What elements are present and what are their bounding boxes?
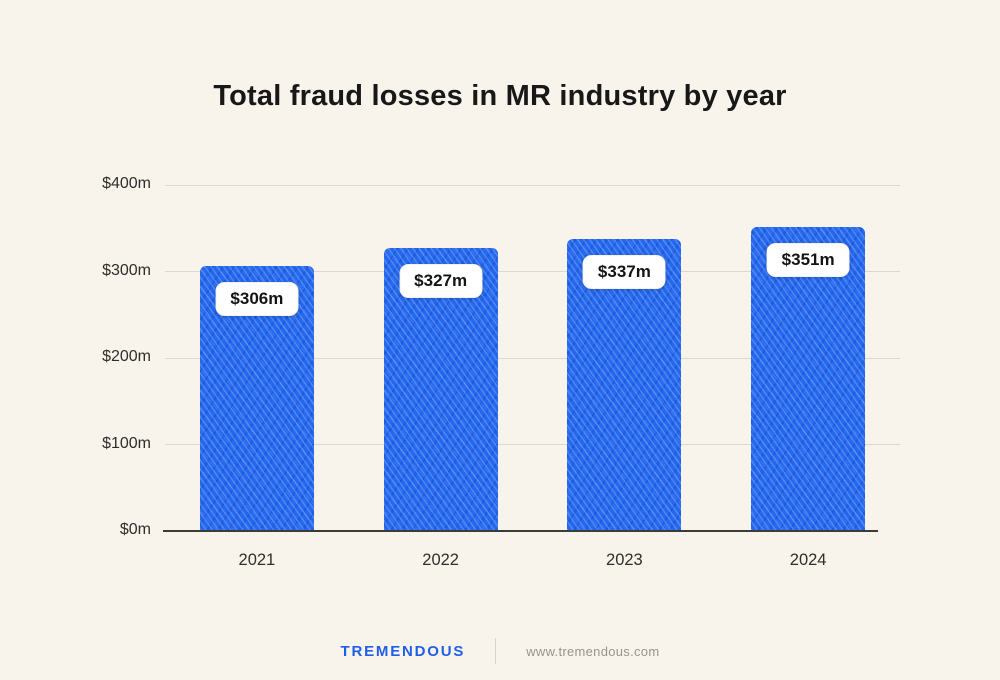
y-tick-label: $0m (119, 521, 151, 538)
y-tick-label: $100m (102, 434, 151, 452)
value-label-2024: $351m (766, 243, 850, 278)
x-tick-label-2024: 2024 (789, 551, 827, 569)
value-label-2021: $306m (215, 282, 299, 317)
x-axis-line (163, 530, 878, 532)
x-tick-label-2023: 2023 (606, 551, 643, 569)
y-tick-label: $300m (102, 261, 151, 279)
bar-2022: $327m (383, 248, 498, 531)
footer: TREMENDOUS www.tremendous.com (0, 638, 1000, 664)
x-tick-label-2021: 2021 (238, 551, 276, 569)
footer-divider (495, 638, 497, 664)
gridline-$200m (165, 357, 900, 359)
y-tick-label: $400m (102, 175, 151, 192)
chart-title: Total fraud losses in MR industry by yea… (213, 80, 787, 112)
gridline-$300m (165, 271, 900, 272)
value-label-2023: $337m (582, 255, 666, 290)
footer-url: www.tremendous.com (526, 643, 660, 659)
value-label-2022: $327m (399, 264, 483, 299)
bar-2021: $306m (199, 266, 314, 531)
gridline-$400m (165, 184, 900, 186)
gridline-$100m (165, 444, 900, 445)
y-tick-label: $200m (102, 348, 151, 365)
bar-2023: $337m (567, 239, 682, 531)
bar-2024: $351m (751, 227, 866, 531)
x-tick-label-2022: 2022 (422, 551, 459, 569)
tremendous-logo: TREMENDOUS (340, 642, 466, 660)
